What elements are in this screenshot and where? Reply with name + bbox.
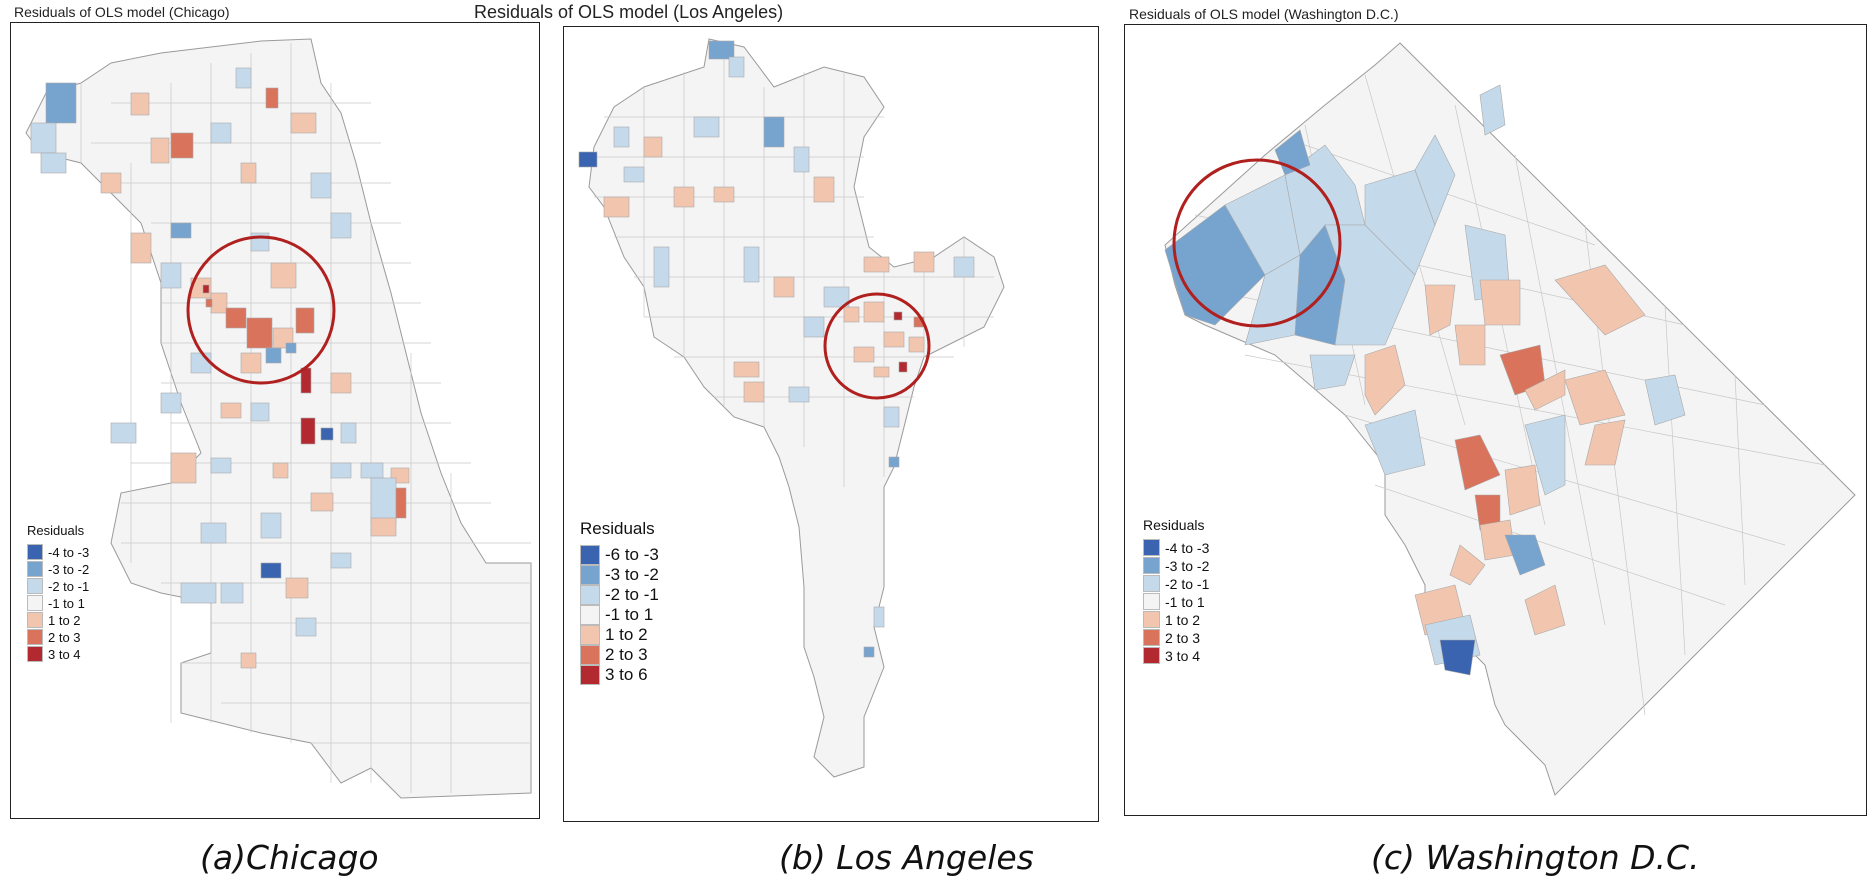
legend-item: -4 to -3 (1143, 539, 1209, 556)
legend-label: -2 to -1 (48, 578, 90, 594)
chicago-caption: (a)Chicago (200, 838, 379, 877)
legend-swatch (580, 625, 600, 645)
washington-residual-tracts (1164, 84, 1686, 676)
chicago-highlight-circle (186, 235, 336, 385)
legend-item: 2 to 3 (27, 629, 89, 645)
legend-label: -3 to -2 (48, 561, 90, 577)
legend-swatch (27, 646, 43, 662)
legend-label: -1 to 1 (1165, 593, 1205, 610)
legend-label: -2 to -1 (1165, 575, 1210, 592)
legend-item: 3 to 4 (27, 646, 89, 662)
los-angeles-map (578, 38, 1005, 778)
washington-map (1164, 42, 1856, 796)
legend-item: -3 to -2 (1143, 557, 1209, 574)
legend-item: 1 to 2 (1143, 611, 1209, 628)
legend-label: -1 to 1 (48, 595, 85, 611)
chicago-legend-title: Residuals (27, 523, 85, 538)
chicago-city-outline (25, 38, 532, 799)
washington-highlight-circle (1172, 158, 1342, 328)
legend-label: 1 to 2 (605, 625, 648, 644)
legend-item: -6 to -3 (580, 545, 659, 565)
chicago-residual-tracts (30, 67, 410, 669)
legend-swatch (580, 645, 600, 665)
legend-item: -2 to -1 (27, 578, 89, 594)
washington-map-title: Residuals of OLS model (Washington D.C.) (1129, 6, 1399, 22)
washington-legend: Residuals -4 to -3 -3 to -2 -2 to -1 -1 to … (1143, 517, 1209, 665)
legend-swatch (27, 595, 43, 611)
legend-item: 3 to 6 (580, 665, 659, 685)
los-angeles-caption: (b) Los Angeles (779, 838, 1034, 877)
legend-label: -3 to -2 (605, 565, 659, 584)
los-angeles-highlight-circle (823, 292, 931, 400)
legend-swatch (580, 585, 600, 605)
legend-swatch (1143, 629, 1160, 646)
legend-swatch (27, 561, 43, 577)
legend-label: 2 to 3 (1165, 629, 1201, 646)
legend-item: -3 to -2 (580, 565, 659, 585)
legend-swatch (27, 544, 43, 560)
washington-legend-title: Residuals (1143, 517, 1205, 533)
legend-item: 2 to 3 (1143, 629, 1209, 646)
los-angeles-map-frame: Residuals -6 to -3 -3 to -2 -2 to -1 -1 to … (563, 26, 1099, 822)
legend-label: -3 to -2 (1165, 557, 1210, 574)
legend-swatch (1143, 647, 1160, 664)
legend-swatch (1143, 539, 1160, 556)
los-angeles-residual-tracts (578, 40, 975, 658)
legend-label: 1 to 2 (1165, 611, 1201, 628)
legend-swatch (580, 665, 600, 685)
legend-item: -1 to 1 (580, 605, 659, 625)
chicago-legend: Residuals -4 to -3 -3 to -2 -2 to -1 -1 to … (27, 523, 89, 663)
legend-item: -4 to -3 (27, 544, 89, 560)
legend-swatch (1143, 611, 1160, 628)
legend-label: 3 to 4 (1165, 647, 1201, 664)
los-angeles-city-outline (588, 38, 1005, 778)
chicago-map-frame: Residuals -4 to -3 -3 to -2 -2 to -1 -1 to … (10, 22, 540, 819)
legend-item: -2 to -1 (580, 585, 659, 605)
legend-label: 3 to 6 (605, 665, 648, 684)
washington-city-outline (1164, 42, 1856, 796)
legend-item: 3 to 4 (1143, 647, 1209, 664)
washington-caption: (c) Washington D.C. (1371, 838, 1700, 877)
legend-label: -6 to -3 (605, 545, 659, 564)
legend-swatch (1143, 593, 1160, 610)
legend-swatch (580, 545, 600, 565)
los-angeles-legend: Residuals -6 to -3 -3 to -2 -2 to -1 -1 to … (580, 519, 659, 685)
legend-item: -2 to -1 (1143, 575, 1209, 592)
legend-label: -4 to -3 (48, 544, 90, 560)
legend-label: 2 to 3 (48, 629, 81, 645)
legend-item: 1 to 2 (27, 612, 89, 628)
legend-item: -1 to 1 (27, 595, 89, 611)
legend-swatch (27, 578, 43, 594)
legend-item: 2 to 3 (580, 645, 659, 665)
legend-label: 3 to 4 (48, 646, 81, 662)
legend-label: -2 to -1 (605, 585, 659, 604)
legend-label: 2 to 3 (605, 645, 648, 664)
chicago-map (25, 38, 532, 799)
legend-item: -1 to 1 (1143, 593, 1209, 610)
legend-swatch (1143, 557, 1160, 574)
legend-label: -1 to 1 (605, 605, 654, 624)
legend-swatch (27, 629, 43, 645)
los-angeles-legend-title: Residuals (580, 519, 655, 538)
legend-label: -4 to -3 (1165, 539, 1210, 556)
chicago-map-title: Residuals of OLS model (Chicago) (14, 4, 230, 20)
legend-swatch (27, 612, 43, 628)
legend-swatch (580, 565, 600, 585)
legend-swatch (580, 605, 600, 625)
los-angeles-map-title: Residuals of OLS model (Los Angeles) (474, 2, 784, 22)
legend-item: 1 to 2 (580, 625, 659, 645)
legend-swatch (1143, 575, 1160, 592)
washington-map-frame: Residuals -4 to -3 -3 to -2 -2 to -1 -1 to … (1124, 24, 1867, 816)
legend-item: -3 to -2 (27, 561, 89, 577)
legend-label: 1 to 2 (48, 612, 81, 628)
